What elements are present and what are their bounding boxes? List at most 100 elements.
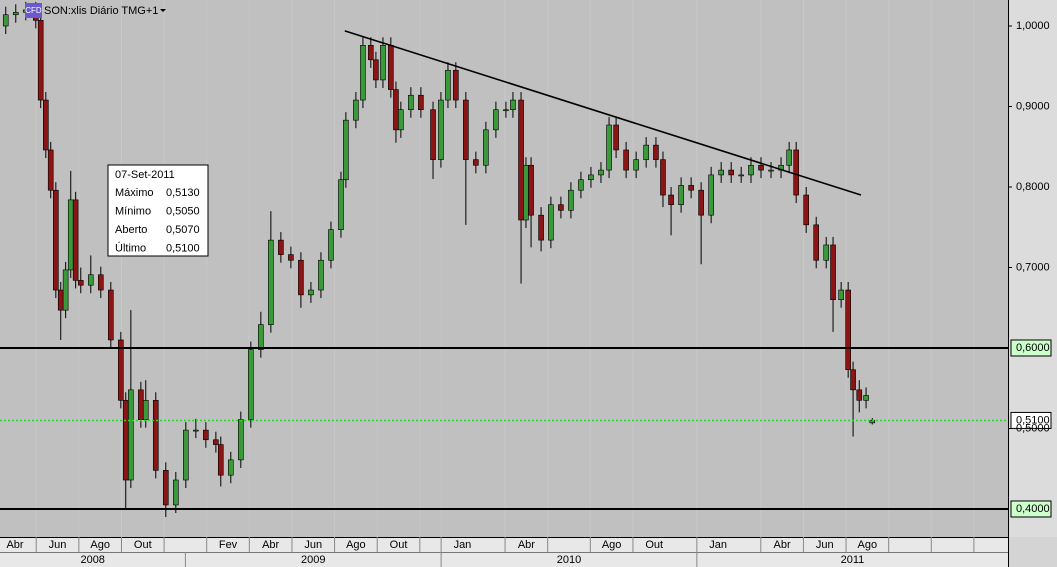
candle-body — [613, 124, 619, 151]
x-tick-label: Jan — [709, 539, 727, 551]
level-label: 0,6000 — [1016, 342, 1050, 354]
info-value: 0,5050 — [166, 205, 200, 217]
candle-body — [268, 239, 274, 325]
candle-body — [408, 94, 414, 111]
level-label-box — [1010, 500, 1052, 518]
candle-body — [173, 479, 179, 506]
candle-body — [768, 169, 774, 172]
candle-body — [373, 59, 379, 81]
candle-body — [152, 400, 159, 471]
candle-body — [838, 289, 844, 300]
level-label-box — [1010, 339, 1052, 357]
chart-title[interactable]: SON:xlis Diário TMG+1 — [44, 5, 158, 17]
candle-body — [380, 45, 386, 81]
candle-body — [87, 274, 94, 286]
info-date: 07-Set-2011 — [115, 169, 175, 181]
candle-body — [360, 45, 366, 101]
candle-body — [138, 389, 144, 420]
candle-body — [678, 185, 684, 206]
badge-box — [25, 3, 42, 18]
year-label: 2011 — [841, 554, 865, 566]
candle-body — [493, 109, 499, 131]
candle-body — [483, 129, 489, 166]
candle-body — [238, 419, 244, 461]
candle-body — [248, 349, 254, 420]
candle-body — [2, 14, 9, 27]
candle-body — [328, 229, 334, 261]
candle-body — [398, 109, 404, 131]
price-axis-panel — [1009, 0, 1057, 537]
candle-body — [653, 144, 659, 160]
candle-body — [37, 20, 44, 101]
candle-body — [668, 194, 674, 206]
candle-body — [122, 400, 129, 481]
candle-body — [503, 109, 509, 112]
candle-body — [353, 99, 359, 121]
candle-body — [418, 94, 424, 111]
candle-body — [57, 289, 64, 311]
info-label: Aberto — [115, 224, 147, 236]
candle-body — [568, 189, 574, 211]
info-value: 0,5130 — [166, 187, 200, 199]
candle-body — [128, 389, 134, 481]
candle-body — [343, 119, 349, 181]
year-label: 2009 — [301, 554, 325, 566]
candle-body — [463, 99, 469, 160]
candle-body — [588, 174, 594, 181]
candle-body — [598, 169, 604, 176]
candle-body — [162, 470, 169, 506]
x-tick-label: Abr — [262, 539, 279, 551]
candle-body — [98, 274, 104, 291]
info-value: 0,5070 — [166, 224, 200, 236]
info-label: Último — [115, 241, 146, 254]
candle-body — [510, 99, 516, 111]
candle-body — [518, 99, 524, 221]
candle-body — [72, 199, 79, 281]
x-tick-label: Out — [390, 539, 408, 551]
year-label: 2008 — [80, 554, 104, 566]
candle-body — [438, 99, 444, 160]
candle-body — [728, 169, 734, 176]
candle-body — [203, 429, 209, 441]
x-tick-label: Ago — [90, 539, 110, 551]
info-label: Máximo — [115, 187, 154, 199]
x-tick-label: Ago — [858, 539, 878, 551]
candle-body — [748, 164, 754, 176]
candle-body — [850, 369, 856, 391]
candle-body — [643, 144, 649, 160]
candle-body — [12, 12, 19, 16]
dropdown-arrow[interactable] — [160, 9, 166, 12]
candle-body — [278, 239, 284, 255]
candle-body — [318, 259, 324, 291]
candle-body — [430, 109, 436, 160]
candle-body — [623, 149, 629, 171]
candle-body — [47, 149, 54, 191]
candle-body — [445, 69, 451, 101]
candle-body — [368, 45, 374, 61]
x-tick-label: Ago — [346, 539, 366, 551]
candle-body — [793, 149, 799, 196]
candle-body — [388, 45, 394, 90]
y-tick-label: 0,7000 — [1016, 261, 1050, 273]
candle-body — [308, 289, 314, 296]
candle-body — [578, 179, 584, 191]
candle-body — [288, 254, 294, 261]
info-value: 0,5100 — [166, 242, 200, 254]
x-tick-label: Abr — [774, 539, 791, 551]
x-tick-label: Out — [134, 539, 152, 551]
candle-body — [558, 204, 564, 211]
candle-body — [758, 164, 764, 171]
candle-body — [298, 259, 304, 296]
candle-body — [813, 224, 820, 261]
x-tick-label: Fev — [219, 539, 238, 551]
candle-body — [77, 280, 84, 286]
level-label-box — [1010, 411, 1052, 429]
candle-body — [193, 429, 199, 432]
x-tick-label: Jun — [49, 539, 67, 551]
candle-body — [473, 159, 479, 166]
y-tick-label: 0,9000 — [1016, 100, 1050, 112]
candle-body — [523, 164, 529, 221]
x-tick-label: Abr — [518, 539, 535, 551]
candle-body — [142, 400, 149, 420]
